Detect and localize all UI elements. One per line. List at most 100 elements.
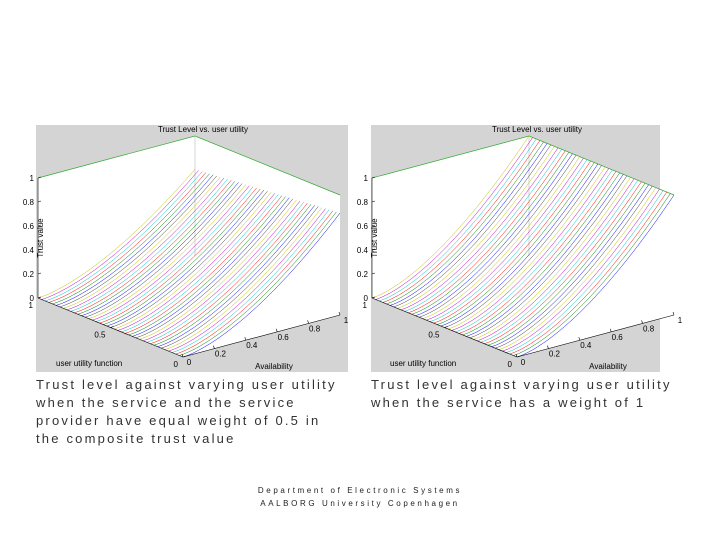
mesh-line <box>37 169 196 299</box>
tick-mark <box>444 326 448 328</box>
tick-mark <box>371 200 376 203</box>
tick-mark <box>515 353 518 358</box>
axis-line <box>516 314 675 358</box>
mesh-line <box>393 144 552 308</box>
tick-mark <box>338 311 341 316</box>
mesh-line <box>415 153 573 316</box>
mesh-line <box>143 200 301 342</box>
tick-mark <box>641 320 643 324</box>
mesh-line <box>400 147 559 311</box>
tick-mark <box>37 176 42 179</box>
tick-mark <box>371 224 376 227</box>
z-tick-label: 1 <box>364 174 369 183</box>
caption: Trust level against varying user utility… <box>371 376 672 412</box>
caption-line: when the service and the service <box>36 395 296 410</box>
mesh-line <box>106 189 265 327</box>
mesh-line <box>132 197 290 337</box>
tick-mark <box>371 248 376 251</box>
y-axis-label: user utility function <box>56 359 122 368</box>
mesh-line <box>433 160 591 324</box>
mesh-line <box>172 209 330 353</box>
mesh-line <box>404 149 562 312</box>
mesh-line <box>88 184 246 319</box>
caption-line: when the service has a weight of 1 <box>371 395 646 410</box>
z-tick-label: 0.2 <box>23 270 35 279</box>
plot-title: Trust Level vs. user utility <box>158 125 248 134</box>
tick-mark <box>37 224 42 227</box>
mesh-line <box>466 174 624 337</box>
mesh-line <box>182 212 341 358</box>
mesh-line <box>77 181 236 315</box>
tick-mark <box>182 355 187 358</box>
mesh-line <box>487 183 646 346</box>
mesh-line <box>477 178 635 342</box>
tick-mark <box>371 176 376 179</box>
mesh-line <box>66 177 225 311</box>
mesh-line <box>153 204 312 346</box>
mesh-line <box>491 184 649 347</box>
mesh-line <box>513 193 671 356</box>
x-tick-label: 0 <box>521 358 526 367</box>
mesh-line <box>41 170 199 300</box>
mesh-line <box>168 208 326 352</box>
x-tick-label: 0 <box>187 358 192 367</box>
mesh-line <box>386 141 544 305</box>
mesh-line <box>124 195 283 334</box>
mesh-line <box>390 143 548 306</box>
mesh-line <box>429 159 588 322</box>
caption-line: the composite trust value <box>36 431 236 446</box>
x-tick-label: 0.6 <box>612 333 624 342</box>
mesh-line <box>455 169 613 333</box>
z-axis-label: Trust value <box>36 218 45 258</box>
mesh-line <box>48 172 207 303</box>
z-tick-label: 0.4 <box>357 246 369 255</box>
y-tick-label: 0.5 <box>428 331 440 340</box>
z-tick-label: 0.8 <box>357 198 369 207</box>
caption-line: Trust level against varying user utility <box>36 377 337 392</box>
mesh-line <box>70 178 228 312</box>
x-tick-label: 0.2 <box>215 350 227 359</box>
z-tick-label: 0 <box>30 294 35 303</box>
x-tick-label: 1 <box>344 316 349 325</box>
mesh-line <box>117 193 275 331</box>
tick-mark <box>516 355 521 358</box>
mesh-line <box>121 194 279 333</box>
y-tick-label: 0.5 <box>94 331 106 340</box>
tick-mark <box>371 272 376 275</box>
caption: Trust level against varying user utility… <box>36 376 337 448</box>
mesh-line <box>99 187 257 324</box>
tick-mark <box>578 337 581 341</box>
z-tick-label: 0.6 <box>23 222 35 231</box>
tick-mark <box>672 311 675 316</box>
tick-mark <box>307 320 309 324</box>
mesh-line <box>458 171 617 334</box>
z-tick-label: 0.6 <box>357 222 369 231</box>
tick-mark <box>244 337 247 341</box>
footer: Department of Electronic Systems AALBORG… <box>0 484 720 510</box>
z-tick-label: 0.2 <box>357 270 369 279</box>
mesh-line <box>502 188 660 352</box>
mesh-line <box>516 194 675 358</box>
tick-mark <box>371 296 376 299</box>
mesh-line <box>397 146 555 309</box>
x-tick-label: 0.6 <box>278 333 290 342</box>
mesh-line <box>379 138 537 302</box>
mesh-line <box>56 174 214 306</box>
mesh-line <box>114 192 272 330</box>
plot-title: Trust Level vs. user utility <box>492 125 582 134</box>
mesh-line <box>164 207 323 350</box>
mesh-line <box>440 163 599 327</box>
mesh-line <box>469 175 628 339</box>
tick-mark <box>110 326 114 328</box>
mesh-line <box>95 186 254 322</box>
x-tick-label: 0.4 <box>580 341 592 350</box>
mesh-line <box>437 162 595 325</box>
mesh-line <box>52 173 210 305</box>
tick-mark <box>213 345 215 349</box>
mesh-line <box>480 180 639 343</box>
mesh-line <box>59 175 217 308</box>
y-tick-label: 0 <box>508 360 513 369</box>
mesh-line <box>81 182 239 316</box>
z-tick-label: 1 <box>30 174 35 183</box>
